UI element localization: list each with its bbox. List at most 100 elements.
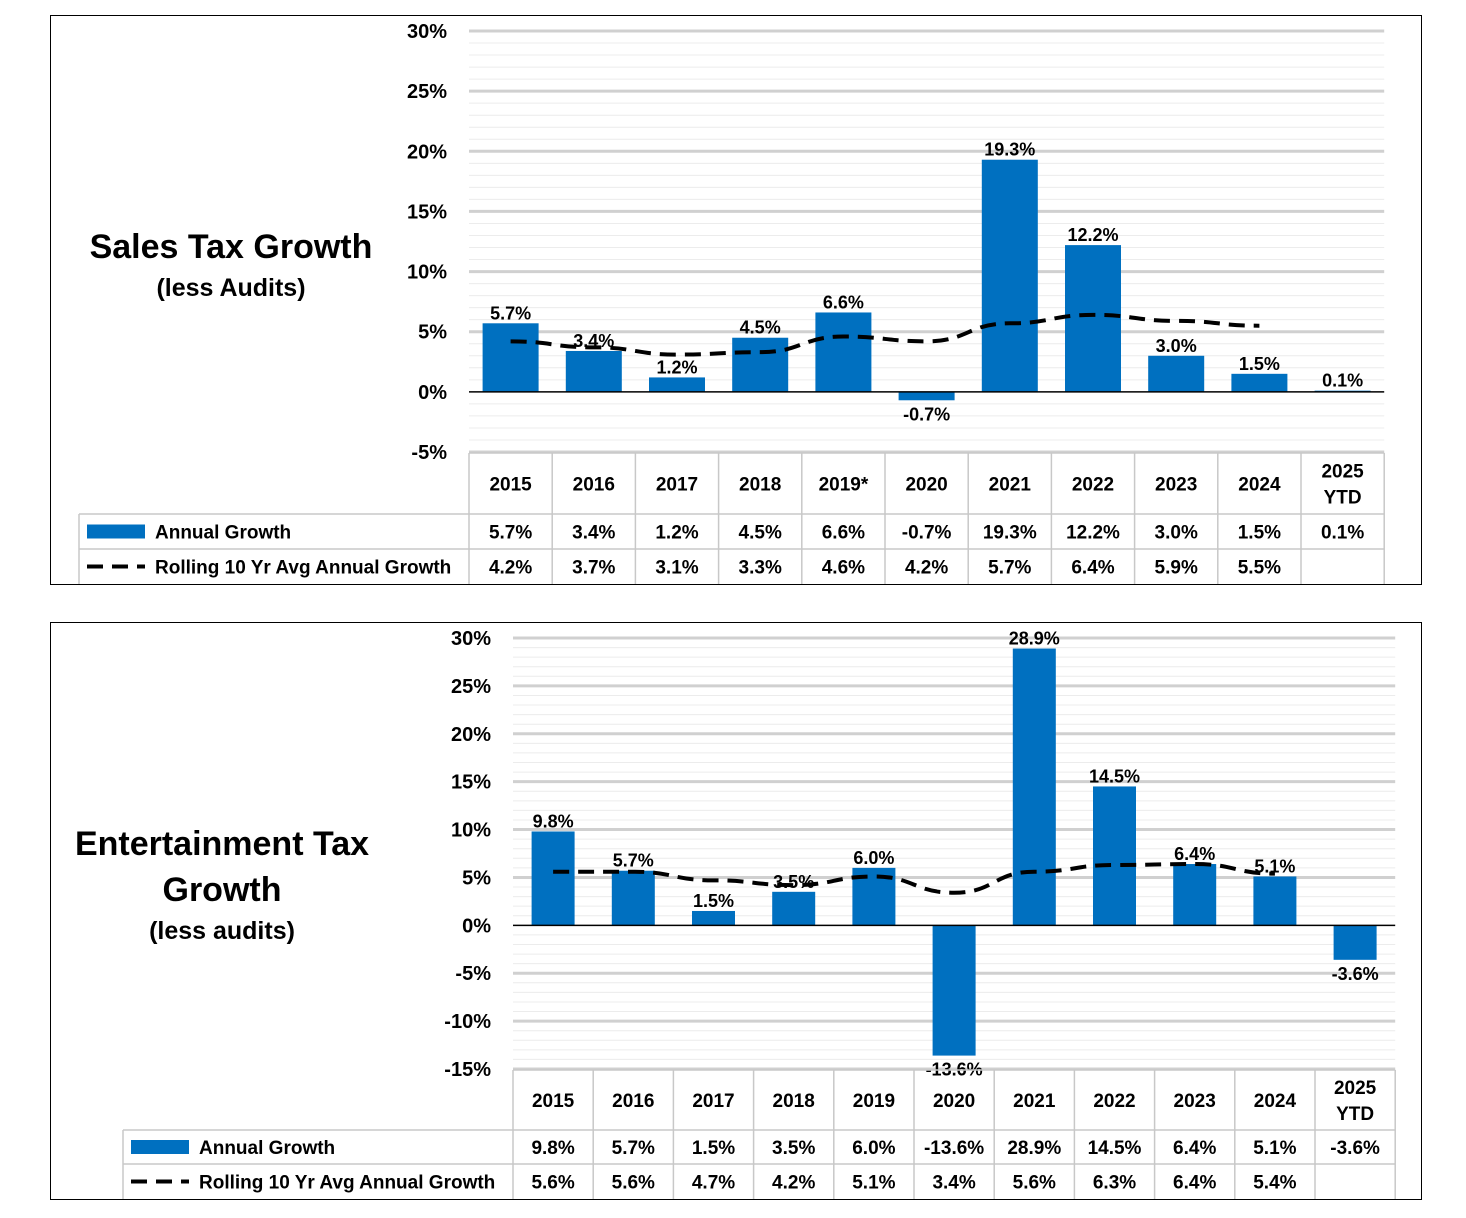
bar-data-label: 4.5% [740, 318, 781, 338]
y-tick-label: 0% [418, 382, 447, 404]
bar [1231, 373, 1288, 392]
legend-label: Rolling 10 Yr Avg Annual Growth [155, 558, 451, 579]
table-cell-annual: 6.4% [1173, 1138, 1216, 1159]
y-tick-label: 30% [451, 628, 491, 650]
bar [649, 377, 705, 392]
table-cell-rolling: 5.5% [1238, 558, 1281, 579]
table-cell-annual: 1.5% [692, 1138, 735, 1159]
rolling-average-line [553, 862, 1275, 895]
y-tick-label: -15% [444, 1059, 491, 1081]
category-label: 2020 [905, 475, 947, 496]
table-cell-annual: 6.0% [852, 1138, 895, 1159]
y-tick-label: 20% [407, 141, 447, 163]
table-cell-rolling: 5.6% [612, 1173, 655, 1194]
bar-data-label: 6.0% [853, 848, 894, 868]
category-label: 2025 YTD [1334, 1078, 1377, 1125]
y-tick-label: 15% [451, 772, 491, 794]
y-tick-label: 25% [407, 81, 447, 103]
table-cell-annual: 6.6% [822, 523, 865, 544]
bar-data-label: 3.4% [573, 331, 614, 351]
table-cell-rolling: 4.2% [489, 558, 532, 579]
category-label: 2025 YTD [1321, 462, 1364, 509]
table-cell-rolling: 3.1% [655, 558, 698, 579]
category-label: 2022 [1093, 1091, 1135, 1112]
y-tick-label: 10% [451, 820, 491, 842]
bar [1093, 786, 1136, 926]
category-label: 2017 [692, 1091, 734, 1112]
table-cell-annual: -13.6% [924, 1138, 984, 1159]
table-cell-rolling: 4.7% [692, 1173, 735, 1194]
table-cell-annual: 9.8% [531, 1138, 574, 1159]
bar [981, 159, 1038, 392]
bar-data-label: 12.2% [1067, 225, 1118, 245]
category-label: 2016 [573, 475, 615, 496]
entertainment-tax-chart: 30% 25% 20% 15% 10% 5% 0% -5% -10% -15% 9.8% 5.7% 1.… [122, 628, 1396, 1199]
y-tick-label: 30% [407, 21, 447, 43]
bar [932, 925, 976, 1056]
category-label: 2024 [1238, 475, 1281, 496]
table-cell-annual: 3.0% [1155, 523, 1198, 544]
table-cell-rolling: 3.3% [739, 558, 782, 579]
sales-tax-chart-panel: Sales Tax Growth (less Audits) 30% 25% 20%… [50, 15, 1422, 585]
table-cell-annual: 4.5% [739, 523, 782, 544]
chart-title: Sales Tax Growth (less Audits) [71, 224, 391, 306]
table-cell-rolling: 6.4% [1173, 1173, 1216, 1194]
table-cell-rolling: 6.3% [1093, 1173, 1136, 1194]
table-cell-annual: 3.4% [572, 523, 615, 544]
bar [1012, 648, 1056, 926]
sales-tax-chart: 30% 25% 20% 15% 10% 5% 0% -5% 5.7% 3.4% 1.2% 4.5% 6.… [78, 21, 1385, 584]
chart-title-sub: (less audits) [149, 917, 295, 945]
table-cell-annual: 19.3% [983, 523, 1037, 544]
bar-data-label: 1.5% [1239, 354, 1280, 374]
bar-data-label: 28.9% [1009, 629, 1060, 649]
table-cell-rolling: 3.7% [572, 558, 615, 579]
bar [1065, 245, 1121, 392]
table-cell-rolling: 5.6% [1013, 1173, 1056, 1194]
y-tick-label: -5% [411, 442, 447, 464]
bar [611, 870, 655, 926]
table-cell-annual: 0.1% [1321, 523, 1364, 544]
y-tick-label: 5% [462, 867, 491, 889]
bar-data-label: 19.3% [984, 140, 1035, 160]
bar-data-label: 6.6% [823, 292, 864, 312]
legend-label: Annual Growth [155, 523, 291, 544]
legend-label: Rolling 10 Yr Avg Annual Growth [199, 1173, 495, 1194]
category-label: 2017 [656, 475, 698, 496]
table-cell-rolling: 5.4% [1253, 1173, 1296, 1194]
bar [898, 391, 955, 401]
y-tick-label: 15% [407, 201, 447, 223]
bar [1148, 355, 1205, 392]
category-label: 2020 [933, 1091, 975, 1112]
category-label: 2015 [489, 475, 532, 496]
category-label: 2021 [989, 475, 1032, 496]
table-cell-annual: 12.2% [1066, 523, 1120, 544]
table-cell-rolling: 4.2% [905, 558, 948, 579]
category-label: 2022 [1072, 475, 1114, 496]
category-label: 2023 [1174, 1091, 1216, 1112]
y-tick-label: 10% [407, 262, 447, 284]
category-label: 2018 [773, 1091, 815, 1112]
table-cell-rolling: 5.9% [1155, 558, 1198, 579]
bar-data-label: 3.0% [1156, 336, 1197, 356]
table-cell-annual: 3.5% [772, 1138, 815, 1159]
bar-data-label: 1.5% [693, 891, 734, 911]
entertainment-tax-chart-panel: Entertainment Tax Growth (less audits) 3… [50, 622, 1422, 1200]
bar [772, 891, 816, 926]
category-label: 2018 [739, 475, 781, 496]
chart-title-main: Entertainment Tax Growth [74, 825, 370, 909]
bar [565, 350, 622, 392]
table-cell-rolling: 5.7% [988, 558, 1031, 579]
category-label: 2019 [853, 1091, 895, 1112]
bar [482, 323, 539, 392]
table-cell-rolling: 4.6% [822, 558, 865, 579]
bar [732, 337, 789, 392]
category-label: 2016 [612, 1091, 654, 1112]
table-cell-annual: 5.7% [612, 1138, 655, 1159]
category-label: 2019* [819, 475, 869, 496]
table-cell-annual: 14.5% [1088, 1138, 1142, 1159]
table-cell-annual: 1.2% [655, 523, 698, 544]
legend-bar-swatch [87, 524, 145, 539]
table-cell-annual: -3.6% [1330, 1138, 1380, 1159]
table-cell-annual: 28.9% [1007, 1138, 1061, 1159]
bar-data-label: 3.5% [773, 872, 814, 892]
